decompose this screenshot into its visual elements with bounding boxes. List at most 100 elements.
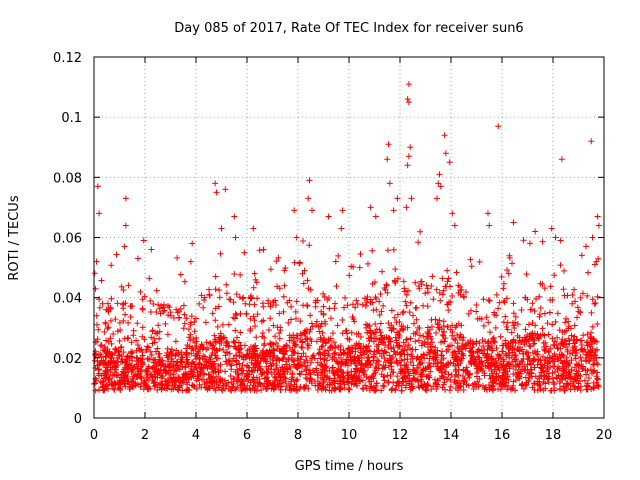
data-point (497, 333, 504, 340)
data-point (337, 354, 344, 361)
data-point (339, 373, 346, 380)
data-point (259, 349, 266, 356)
data-point (440, 374, 447, 381)
data-point (510, 370, 517, 377)
data-point (433, 381, 440, 388)
data-point (175, 351, 182, 358)
x-tick-label: 10 (341, 428, 358, 443)
data-point (567, 386, 574, 393)
data-point (526, 375, 533, 382)
data-point (225, 357, 232, 364)
data-point (188, 350, 195, 357)
data-point (251, 367, 258, 374)
data-point (553, 374, 560, 381)
data-point (386, 357, 393, 364)
outlier-point (449, 210, 456, 217)
data-point (114, 354, 121, 361)
data-point (313, 318, 320, 325)
data-point (228, 379, 235, 386)
data-point (525, 336, 532, 343)
data-point (442, 386, 449, 393)
data-point (291, 259, 298, 266)
data-point (273, 362, 280, 369)
data-point (256, 351, 263, 358)
data-point (147, 385, 154, 392)
data-point (227, 373, 234, 380)
data-point (185, 326, 192, 333)
outlier-point (384, 156, 391, 163)
data-point (452, 368, 459, 375)
data-point (189, 382, 196, 389)
data-point (421, 338, 428, 345)
data-point (331, 384, 338, 391)
data-point (194, 373, 201, 380)
data-point (107, 335, 114, 342)
data-point (342, 294, 349, 301)
data-point (506, 365, 513, 372)
outlier-point (437, 183, 444, 190)
data-point (554, 375, 561, 382)
data-point (284, 368, 291, 375)
data-point (435, 324, 442, 331)
data-point (453, 269, 460, 276)
data-point (360, 385, 367, 392)
outlier-point (231, 213, 238, 220)
data-point (98, 342, 105, 349)
data-point (145, 376, 152, 383)
data-point (120, 287, 127, 294)
data-point (398, 387, 405, 394)
data-point (394, 275, 401, 282)
data-point (150, 364, 157, 371)
data-point (520, 237, 527, 244)
data-point (182, 364, 189, 371)
data-point (481, 347, 488, 354)
data-point (418, 278, 425, 285)
data-point (524, 366, 531, 373)
data-point (256, 379, 263, 386)
data-point (181, 311, 188, 318)
data-point (575, 384, 582, 391)
data-point (366, 387, 373, 394)
data-point (108, 381, 115, 388)
data-point (364, 296, 371, 303)
data-point (359, 385, 366, 392)
data-point (192, 352, 199, 359)
data-point (444, 278, 451, 285)
data-point (493, 345, 500, 352)
data-point (366, 323, 373, 330)
data-point (545, 331, 552, 338)
data-point (196, 300, 203, 307)
data-point (434, 363, 441, 370)
data-point (504, 266, 511, 273)
data-point (275, 254, 282, 261)
data-point (585, 374, 592, 381)
data-point (541, 285, 548, 292)
data-point (354, 353, 361, 360)
data-point (526, 342, 533, 349)
data-point (488, 382, 495, 389)
data-point (133, 337, 140, 344)
data-point (317, 374, 324, 381)
outlier-point (218, 225, 225, 232)
data-point (329, 330, 336, 337)
data-point (115, 348, 122, 355)
data-point (509, 319, 516, 326)
data-point (217, 361, 224, 368)
data-point (552, 368, 559, 375)
data-point (341, 304, 348, 311)
data-point (92, 380, 99, 387)
data-point (203, 339, 210, 346)
data-point (127, 384, 134, 391)
data-point (321, 361, 328, 368)
data-point (489, 347, 496, 354)
data-point (340, 374, 347, 381)
data-point (541, 373, 548, 380)
data-point (565, 369, 572, 376)
data-point (370, 353, 377, 360)
data-point (455, 361, 462, 368)
data-point (410, 368, 417, 375)
data-point (213, 355, 220, 362)
data-point (152, 368, 159, 375)
y-axis-label: ROTI / TECUs (7, 195, 22, 280)
data-point (433, 286, 440, 293)
